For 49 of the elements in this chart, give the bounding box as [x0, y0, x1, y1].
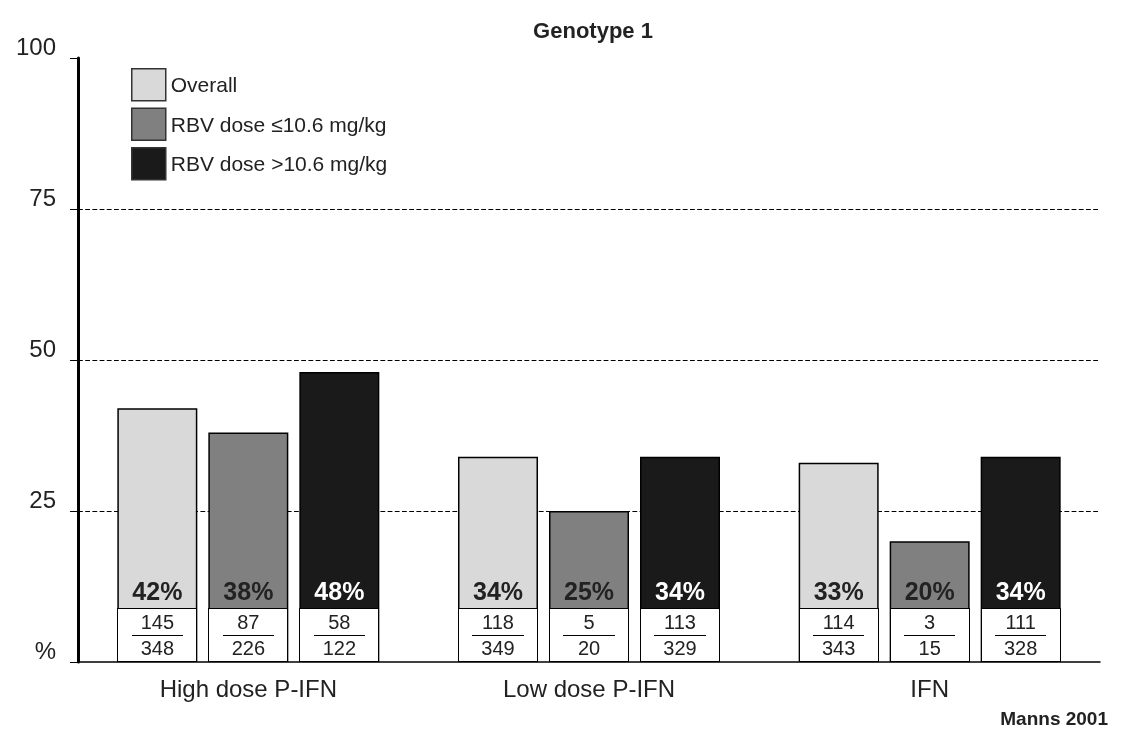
data-label: 34%	[472, 577, 524, 606]
fraction-box: 118 349	[458, 607, 538, 662]
data-label: 42%	[132, 577, 183, 606]
annotation: 343	[821, 636, 856, 659]
legend-label: RBV dose ≤10.6 mg/kg	[170, 112, 387, 136]
x-tick-label: Low dose P-IFN	[502, 674, 676, 702]
annotation: 113	[664, 610, 696, 633]
annotation: 114	[822, 610, 855, 633]
annotation: 58	[328, 610, 351, 633]
y-tick-label: 25	[29, 485, 56, 513]
annotation: 111	[1005, 610, 1036, 633]
y-tick-label: %	[34, 636, 56, 664]
data-label: 38%	[223, 577, 274, 606]
fraction-box: 58 122	[299, 607, 380, 662]
y-tick-label: 75	[29, 183, 56, 211]
data-label: 33%	[813, 577, 864, 606]
data-label: 20%	[904, 577, 955, 606]
y-tick-label: 50	[29, 334, 56, 362]
fraction-box: 145 348	[117, 607, 198, 662]
legend-label: RBV dose >10.6 mg/kg	[170, 152, 388, 176]
legend-label: Overall	[170, 73, 238, 97]
annotation: 329	[663, 636, 697, 659]
annotation: 15	[918, 636, 941, 659]
annotation: 87	[237, 610, 260, 633]
annotation: 348	[140, 636, 175, 659]
annotation: 20	[577, 636, 601, 659]
annotation: 5	[583, 610, 595, 633]
annotation: 328	[1003, 636, 1038, 659]
data-label: 34%	[654, 577, 706, 606]
annotation: 118	[482, 610, 514, 633]
data-label: 34%	[995, 577, 1046, 606]
y-tick-label: 100	[15, 32, 56, 60]
text: Manns 2001	[1000, 708, 1109, 729]
annotation: 3	[924, 610, 936, 633]
fraction-box: 3 15	[889, 607, 970, 662]
fraction-box: 114 343	[798, 607, 879, 662]
annotation: 349	[481, 636, 515, 659]
annotation: 122	[322, 636, 357, 659]
chart-title: Genotype 1	[533, 17, 653, 43]
fraction-box: 111 328	[980, 607, 1061, 662]
data-label: 25%	[563, 577, 615, 606]
fraction-box: 5 20	[549, 607, 629, 662]
fraction-box: 113 329	[640, 607, 720, 662]
annotation: 145	[140, 610, 175, 633]
fraction-box: 87 226	[208, 607, 289, 662]
annotation: 226	[231, 636, 266, 659]
data-label: 48%	[314, 577, 365, 606]
x-tick-label: High dose P-IFN	[159, 674, 338, 702]
x-tick-label: IFN	[910, 674, 949, 702]
